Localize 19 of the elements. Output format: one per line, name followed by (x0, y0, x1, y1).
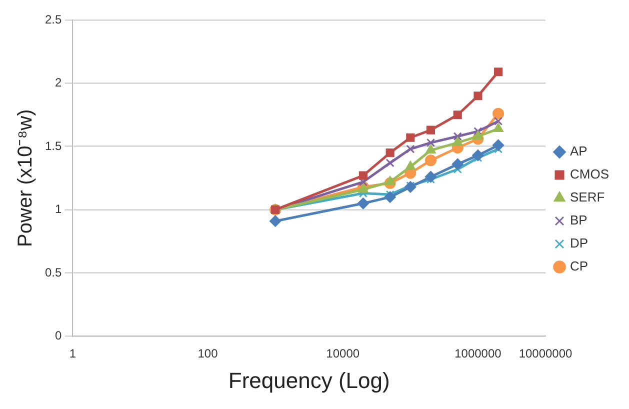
legend-label: BP (570, 212, 588, 228)
legend-label: AP (570, 144, 588, 159)
x-tick-label: 1000000 (454, 346, 502, 361)
y-tick-label: 1 (54, 202, 62, 216)
legend-label: CP (570, 258, 588, 274)
y-tick-label: 0 (54, 328, 62, 343)
x-tick-label: 10000 (326, 346, 360, 361)
y-tick-label: 2.5 (44, 12, 62, 26)
y-axis-title: Power (x10⁻⁸w) (14, 109, 37, 247)
legend-label: CMOS (570, 166, 610, 182)
legend-label: SERF (570, 190, 605, 205)
x-tick-label: 10000000 (518, 346, 573, 361)
x-tick-label: 100 (198, 346, 218, 361)
x-tick-label: 1 (69, 346, 76, 361)
legend-label: DP (570, 236, 588, 251)
y-tick-label: 1.5 (44, 138, 62, 153)
y-tick-label: 0.5 (44, 265, 62, 280)
x-axis-title: Frequency (Log) (228, 368, 390, 393)
y-tick-label: 2 (54, 76, 62, 90)
